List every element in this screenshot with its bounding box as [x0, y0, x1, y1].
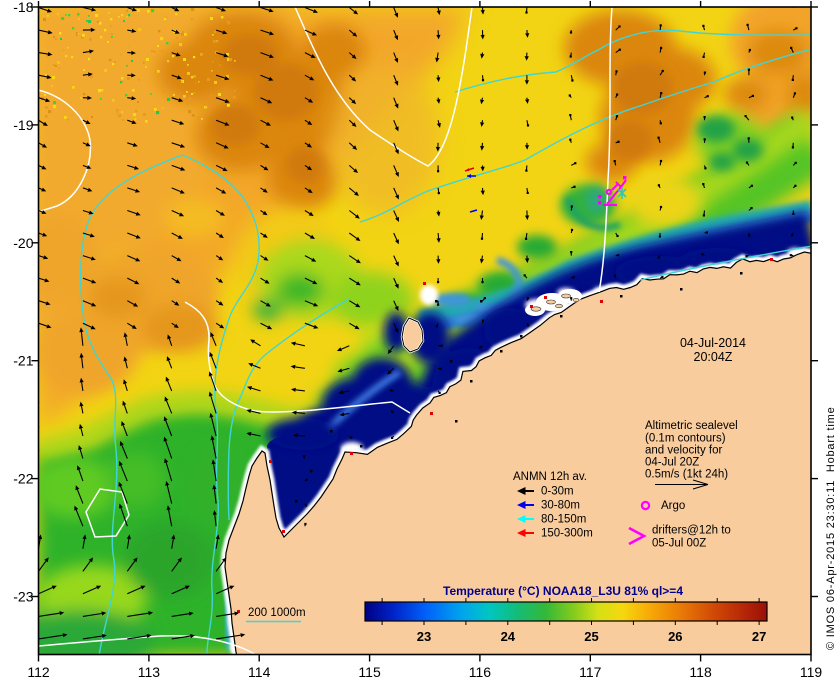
- svg-text:-21: -21: [13, 353, 33, 369]
- svg-text:23: 23: [417, 629, 431, 644]
- svg-text:-20: -20: [13, 235, 33, 251]
- svg-text:0-30m: 0-30m: [541, 486, 574, 498]
- svg-text:Argo: Argo: [661, 500, 685, 512]
- svg-text:150-300m: 150-300m: [541, 528, 593, 540]
- svg-text:115: 115: [358, 664, 381, 680]
- svg-text:117: 117: [579, 664, 602, 680]
- svg-text:04-Jul 20Z: 04-Jul 20Z: [645, 457, 699, 469]
- svg-text:26: 26: [668, 629, 682, 644]
- svg-text:and velocity for: and velocity for: [645, 445, 723, 457]
- svg-text:200 1000m: 200 1000m: [248, 607, 306, 619]
- svg-text:113: 113: [138, 664, 161, 680]
- svg-text:Temperature (°C) NOAA18_L3U 81: Temperature (°C) NOAA18_L3U 81% ql>=4: [443, 584, 683, 598]
- svg-text:30-80m: 30-80m: [541, 500, 580, 512]
- svg-text:24: 24: [501, 629, 516, 644]
- svg-text:-18: -18: [13, 0, 33, 15]
- svg-text:drifters@12h to: drifters@12h to: [652, 525, 731, 537]
- svg-text:04-Jul-2014: 04-Jul-2014: [680, 336, 746, 350]
- svg-text:05-Jul 00Z: 05-Jul 00Z: [652, 538, 706, 550]
- svg-text:114: 114: [248, 664, 271, 680]
- svg-text:112: 112: [27, 664, 50, 680]
- svg-text:-23: -23: [13, 589, 33, 605]
- svg-text:-22: -22: [13, 471, 33, 487]
- svg-text:27: 27: [752, 629, 766, 644]
- svg-text:25: 25: [584, 629, 598, 644]
- svg-text:ANMN 12h av.: ANMN 12h av.: [513, 471, 587, 483]
- svg-text:Altimetric sealevel: Altimetric sealevel: [645, 420, 738, 432]
- svg-text:© IMOS 06-Apr-2015 23:30:11 H: © IMOS 06-Apr-2015 23:30:11 Hobart time: [825, 406, 837, 650]
- svg-text:(0.1m contours): (0.1m contours): [645, 433, 726, 445]
- svg-text:20:04Z: 20:04Z: [694, 350, 733, 364]
- svg-text:118: 118: [689, 664, 712, 680]
- svg-text:119: 119: [800, 664, 823, 680]
- svg-text:116: 116: [469, 664, 492, 680]
- svg-text:0.5m/s (1kt 24h): 0.5m/s (1kt 24h): [645, 469, 728, 481]
- svg-text:80-150m: 80-150m: [541, 514, 586, 526]
- svg-text:-19: -19: [13, 117, 33, 133]
